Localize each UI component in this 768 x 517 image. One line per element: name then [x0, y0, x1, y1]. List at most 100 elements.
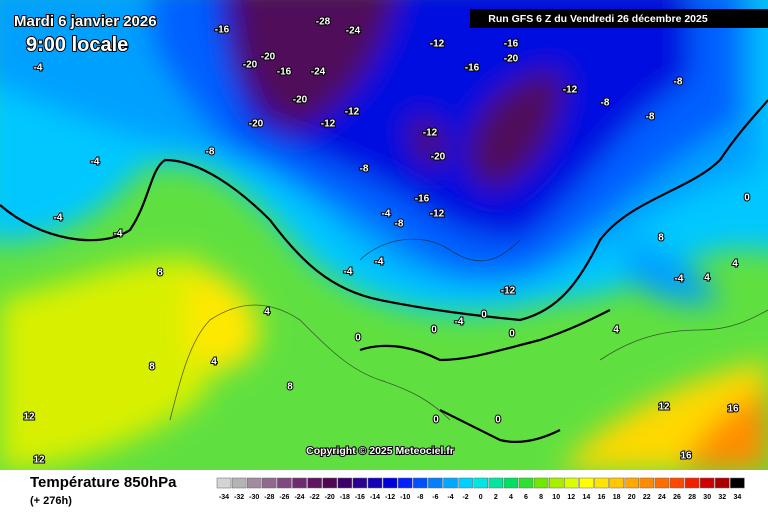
scale-swatch: [473, 477, 488, 489]
contour-label: -28: [316, 17, 331, 28]
contour-label: -4: [114, 229, 123, 240]
contour-label: -16: [215, 25, 230, 36]
run-info: Run GFS 6 Z du Vendredi 26 décembre 2025: [488, 13, 708, 25]
scale-swatch: [307, 477, 322, 489]
scale-swatch: [533, 477, 549, 489]
scale-label: -24: [294, 494, 304, 501]
scale-label: 18: [613, 494, 621, 501]
scale-label: 30: [703, 494, 711, 501]
legend-bar: [0, 470, 768, 512]
contour-label: -12: [321, 119, 336, 130]
color-scale: -34 -32 -30 -28 -26 -24 -22 -20 -18 -16 -14 -12 -10-…: [216, 477, 745, 501]
scale-label: -6: [432, 494, 438, 501]
scale-label: -18: [340, 494, 350, 501]
scale-swatch: [322, 477, 337, 489]
scale-label: -2: [462, 494, 468, 501]
scale-swatch: [624, 477, 639, 489]
contour-label: 4: [264, 307, 270, 318]
contour-label: 8: [287, 382, 293, 393]
contour-label: -4: [54, 213, 63, 224]
scale-swatch: [518, 477, 534, 489]
contour-label: -8: [646, 112, 655, 123]
scale-label: -10: [400, 494, 410, 501]
scale-label: -26: [279, 494, 289, 501]
scale-swatch: [382, 477, 398, 489]
scale-swatch: [684, 477, 700, 489]
scale-label: -32: [234, 494, 244, 501]
contour-label: -16: [465, 63, 480, 74]
scale-swatch: [443, 477, 458, 489]
scale-swatch: [488, 477, 504, 489]
scale-label: -8: [417, 494, 423, 501]
scale-label: -34: [219, 494, 229, 501]
contour-label: 4: [613, 325, 619, 336]
contour-label: -8: [674, 77, 683, 88]
scale-swatch: [216, 477, 232, 489]
scale-swatch: [367, 477, 383, 489]
scale-label: -20: [325, 494, 335, 501]
scale-swatch: [503, 477, 519, 489]
contour-label: 12: [658, 402, 670, 413]
scale-label: 8: [539, 494, 543, 501]
scale-label: -16: [355, 494, 365, 501]
scale-swatch: [413, 477, 428, 489]
scale-label: 22: [643, 494, 651, 501]
forecast-time: 9:00 locale: [26, 34, 128, 56]
contour-label: -4: [375, 257, 384, 268]
scale-swatch: [337, 477, 353, 489]
map: [0, 0, 768, 470]
scale-label: 6: [524, 494, 528, 501]
scale-label: 12: [567, 494, 575, 501]
scale-label: 32: [718, 494, 726, 501]
scale-label: 2: [494, 494, 498, 501]
scale-label: -4: [447, 494, 453, 501]
contour-label: 16: [727, 404, 739, 415]
contour-label: 8: [149, 362, 155, 373]
scale-swatch: [609, 477, 624, 489]
scale-swatch: [277, 477, 292, 489]
copyright: Copyright © 2025 Meteociel.fr: [306, 445, 454, 457]
contour-label: 4: [732, 259, 738, 270]
scale-swatch: [548, 477, 564, 489]
scale-swatch: [730, 477, 745, 489]
contour-label: 0: [433, 415, 439, 426]
contour-label: 4: [704, 273, 710, 284]
contour-label: -8: [601, 98, 610, 109]
contour-label: 12: [23, 412, 35, 423]
scale-swatch: [715, 477, 730, 489]
contour-label: -8: [206, 147, 215, 158]
contour-label: -20: [293, 95, 308, 106]
contour-label: -20: [504, 54, 519, 65]
scale-label: -28: [264, 494, 274, 501]
contour-label: 16: [680, 451, 692, 462]
contour-label: 0: [495, 415, 501, 426]
scale-swatch: [579, 477, 594, 489]
contour-label: 4: [211, 357, 217, 368]
contour-label: -12: [501, 286, 516, 297]
contour-label: -8: [360, 164, 369, 175]
scale-swatch: [594, 477, 609, 489]
scale-label: 24: [658, 494, 666, 501]
contour-label: -4: [675, 274, 684, 285]
contour-label: -12: [423, 128, 438, 139]
scale-swatch: [654, 477, 670, 489]
contour-label: -4: [455, 317, 464, 328]
scale-label: 4: [509, 494, 513, 501]
contour-label: 8: [157, 268, 163, 279]
scale-label: 34: [734, 494, 742, 501]
scale-swatch: [564, 477, 579, 489]
scale-swatch: [397, 477, 413, 489]
contour-label: -12: [430, 209, 445, 220]
contour-label: 0: [481, 310, 487, 321]
scale-swatch: [428, 477, 443, 489]
contour-label: -24: [311, 67, 326, 78]
contour-label: -20: [243, 60, 258, 71]
scale-swatch: [352, 477, 368, 489]
contour-label: 0: [355, 333, 361, 344]
contour-label: 0: [431, 325, 437, 336]
contour-label: -24: [346, 26, 361, 37]
contour-label: 12: [33, 455, 45, 466]
scale-swatch: [699, 477, 715, 489]
contour-label: -4: [382, 209, 391, 220]
